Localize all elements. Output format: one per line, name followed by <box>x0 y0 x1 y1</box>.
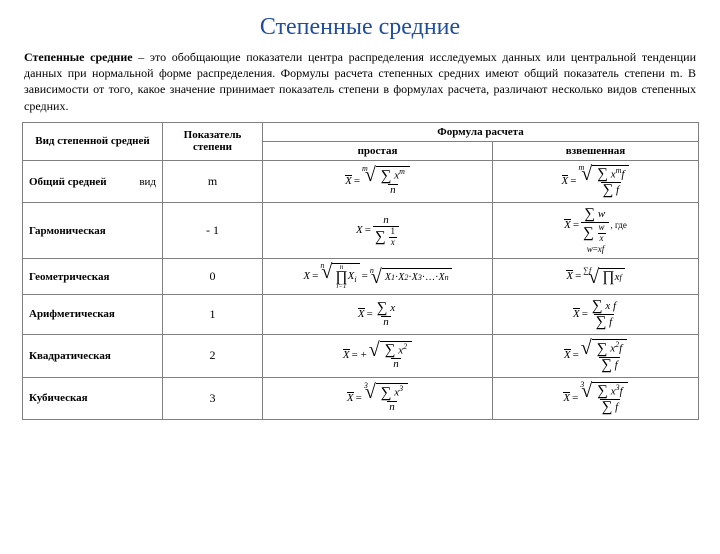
formula-weighted: X = ∑f√ ∏ xf <box>493 259 699 295</box>
row-exp: 2 <box>163 334 263 377</box>
table-row: Квадратическая 2 X = + √ ∑ x2 n <box>23 334 699 377</box>
row-name: Арифметическая <box>23 294 163 334</box>
formula-weighted: X = √ ∑ x2f ∑ f <box>493 334 699 377</box>
row-name: Геометрическая <box>23 259 163 295</box>
table-row: Арифметическая 1 X = ∑ x n X = ∑ x f ∑ f <box>23 294 699 334</box>
formula-simple: X = ∑ x n <box>263 294 493 334</box>
formula-simple: X = m√ ∑ xm n <box>263 160 493 203</box>
formula-simple: X = + √ ∑ x2 n <box>263 334 493 377</box>
th-kind: Вид степенной средней <box>23 122 163 160</box>
row-exp: 0 <box>163 259 263 295</box>
table-row: Гармоническая - 1 X = n ∑ 1x <box>23 203 699 259</box>
formula-simple: X = n ∑ 1x <box>263 203 493 259</box>
formula-weighted: X = ∑ w ∑ wx , где w=xf <box>493 203 699 259</box>
th-formula: Формула расчета <box>263 122 699 141</box>
table-row: Общий средней вид m X = m√ ∑ xm n <box>23 160 699 203</box>
th-simple: простая <box>263 141 493 160</box>
formula-weighted: X = m√ ∑ xmf ∑ f <box>493 160 699 203</box>
formula-weighted: X = ∑ x f ∑ f <box>493 294 699 334</box>
row-exp: 1 <box>163 294 263 334</box>
th-exp: Показатель степени <box>163 122 263 160</box>
row-exp: - 1 <box>163 203 263 259</box>
row-exp: 3 <box>163 377 263 420</box>
table-row: Кубическая 3 X = 3√ ∑ x3 n <box>23 377 699 420</box>
row-exp: m <box>163 160 263 203</box>
row-name: Общий средней вид <box>23 160 163 203</box>
means-table: Вид степенной средней Показатель степени… <box>22 122 699 420</box>
th-weighted: взвешенная <box>493 141 699 160</box>
formula-weighted: X = 3√ ∑ x3f ∑ f <box>493 377 699 420</box>
page-title: Степенные средние <box>0 14 720 41</box>
row-name: Квадратическая <box>23 334 163 377</box>
table-row: Геометрическая 0 X = n√ n∏i=1 Xi = n√ X1… <box>23 259 699 295</box>
row-name: Гармоническая <box>23 203 163 259</box>
intro-paragraph: Степенные средние – это обобщающие показ… <box>0 49 720 118</box>
intro-lead: Степенные средние <box>24 50 133 64</box>
row-name: Кубическая <box>23 377 163 420</box>
formula-simple: X = 3√ ∑ x3 n <box>263 377 493 420</box>
formula-simple: X = n√ n∏i=1 Xi = n√ X1·X2·X3·…·Xn <box>263 259 493 295</box>
